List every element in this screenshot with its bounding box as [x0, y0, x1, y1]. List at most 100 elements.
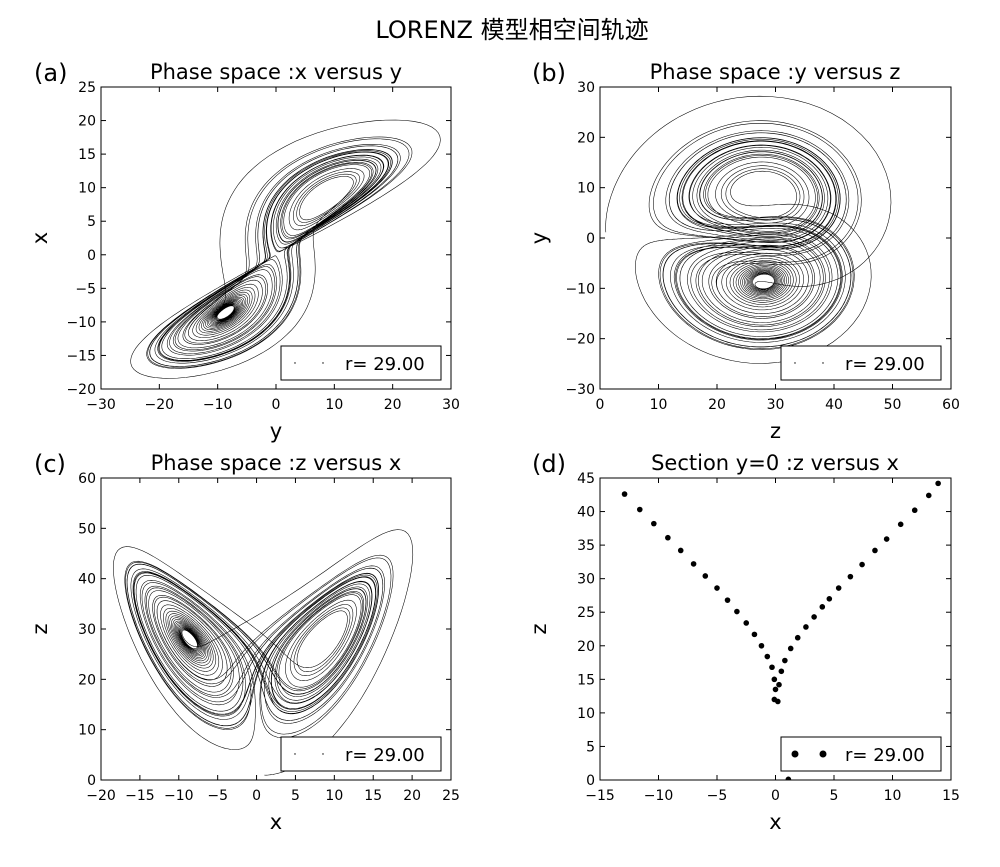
x-tick-label: 60: [942, 397, 960, 413]
section-point: [811, 614, 817, 620]
y-tick-label: 0: [87, 248, 96, 264]
x-tick-label: −15: [125, 788, 155, 804]
legend-box: [780, 736, 942, 772]
section-point: [847, 573, 854, 580]
y-tick-label: 20: [78, 114, 96, 130]
y-axis-label: x: [28, 232, 52, 244]
plot-area: [621, 480, 941, 780]
y-tick-label: −5: [75, 281, 96, 297]
y-tick-label: 10: [577, 706, 595, 722]
y-tick-label: 30: [577, 572, 595, 588]
section-point: [651, 520, 657, 527]
y-tick-label: 20: [577, 639, 595, 655]
x-tick-label: −5: [707, 788, 728, 804]
legend-box: [280, 345, 442, 381]
legend: r= 29.00: [780, 345, 942, 381]
x-tick-label: −5: [207, 788, 228, 804]
panel-phase-y-vs-z: 0 10 20 30 40 50 60 −30 −20 −10 0 10 20 30 Phase space…: [527, 59, 960, 443]
section-point: [724, 597, 731, 603]
section-point: [803, 624, 809, 630]
section-point: [772, 686, 779, 693]
x-tick-label: 0: [252, 788, 261, 804]
y-tick-label: 25: [577, 605, 595, 621]
section-point: [897, 521, 904, 528]
section-point: [775, 698, 781, 705]
legend-marker: [322, 362, 324, 364]
figure-title: LORENZ 模型相空间轨迹: [375, 16, 648, 44]
y-axis-label: z: [28, 623, 52, 634]
legend-marker: [791, 750, 799, 758]
section-point: [935, 480, 941, 487]
y-tick-label: 10: [78, 181, 96, 197]
plot-area: [130, 119, 441, 379]
legend-label: r= 29.00: [345, 354, 425, 375]
x-tick-label: 50: [884, 397, 902, 413]
section-point: [621, 491, 628, 497]
section-point: [758, 642, 765, 649]
y-axis-label: z: [527, 623, 551, 634]
section-point: [743, 620, 750, 626]
x-tick-label: 10: [325, 397, 343, 413]
legend: r= 29.00: [780, 736, 942, 772]
x-tick-label: −10: [644, 788, 674, 804]
panel-section-z-vs-x: −15 −10 −5 0 5 10 15 0 5 10 15 20 25 30 35 40 45 Section …: [527, 450, 960, 834]
legend-box: [280, 736, 442, 772]
plot-area: [605, 95, 892, 364]
panel-title: Phase space :y versus z: [650, 60, 901, 84]
section-point: [883, 536, 890, 542]
section-point: [769, 664, 775, 671]
section-point: [911, 507, 918, 514]
x-tick-label: 10: [884, 788, 902, 804]
y-tick-label: 45: [577, 471, 595, 487]
panel-phase-x-vs-y: −30 −20 −10 0 10 20 30−20−15−10−50510152025Pha…: [28, 59, 460, 443]
y-tick-label: 25: [78, 80, 96, 96]
x-tick-label: 20: [403, 788, 421, 804]
x-axis-label: x: [769, 810, 781, 834]
section-point: [787, 645, 794, 652]
y-tick-label: 5: [87, 214, 96, 230]
section-point: [794, 634, 801, 641]
y-tick-label: 40: [577, 505, 595, 521]
x-tick-label: 15: [942, 788, 960, 804]
x-tick-label: −20: [145, 397, 175, 413]
section-point: [751, 631, 758, 638]
y-tick-label: −30: [565, 382, 595, 398]
trajectory-line: [113, 529, 414, 776]
y-tick-label: 30: [577, 80, 595, 96]
y-tick-label: 20: [78, 672, 96, 688]
legend-label: r= 29.00: [845, 745, 925, 766]
panel-letter: (b): [532, 59, 566, 87]
y-tick-label: −20: [565, 332, 595, 348]
section-point: [734, 608, 740, 615]
x-tick-label: 10: [650, 397, 668, 413]
y-axis-label: y: [527, 232, 551, 244]
x-tick-label: 0: [272, 397, 281, 413]
y-tick-label: 5: [586, 739, 595, 755]
x-axis-label: y: [270, 419, 282, 443]
y-tick-label: 50: [78, 521, 96, 537]
section-point: [859, 561, 865, 568]
legend-label: r= 29.00: [345, 745, 425, 766]
section-point: [785, 776, 792, 780]
legend-marker: [819, 750, 827, 758]
panel-title: Section y=0 :z versus x: [651, 451, 899, 475]
section-point: [819, 604, 826, 610]
section-point: [714, 585, 720, 591]
panel-letter: (c): [34, 450, 66, 478]
legend: r= 29.00: [280, 736, 442, 772]
panel-letter: (a): [34, 59, 67, 87]
x-tick-label: −15: [585, 788, 615, 804]
section-point: [665, 534, 671, 541]
x-tick-label: −20: [86, 788, 116, 804]
x-tick-label: 40: [825, 397, 843, 413]
trajectory-line: [130, 119, 441, 379]
section-point: [782, 657, 788, 664]
x-tick-label: −30: [86, 397, 116, 413]
x-tick-label: −10: [203, 397, 233, 413]
legend-label: r= 29.00: [845, 354, 925, 375]
x-tick-label: 15: [364, 788, 382, 804]
panel-letter: (d): [532, 450, 566, 478]
section-point: [778, 668, 785, 675]
panel-phase-z-vs-x: −20 −15 −10 −5 0 5 10 15 20 25 0 10 20 30 40 50 60 Phase …: [28, 450, 460, 834]
trajectory-line: [605, 95, 892, 364]
